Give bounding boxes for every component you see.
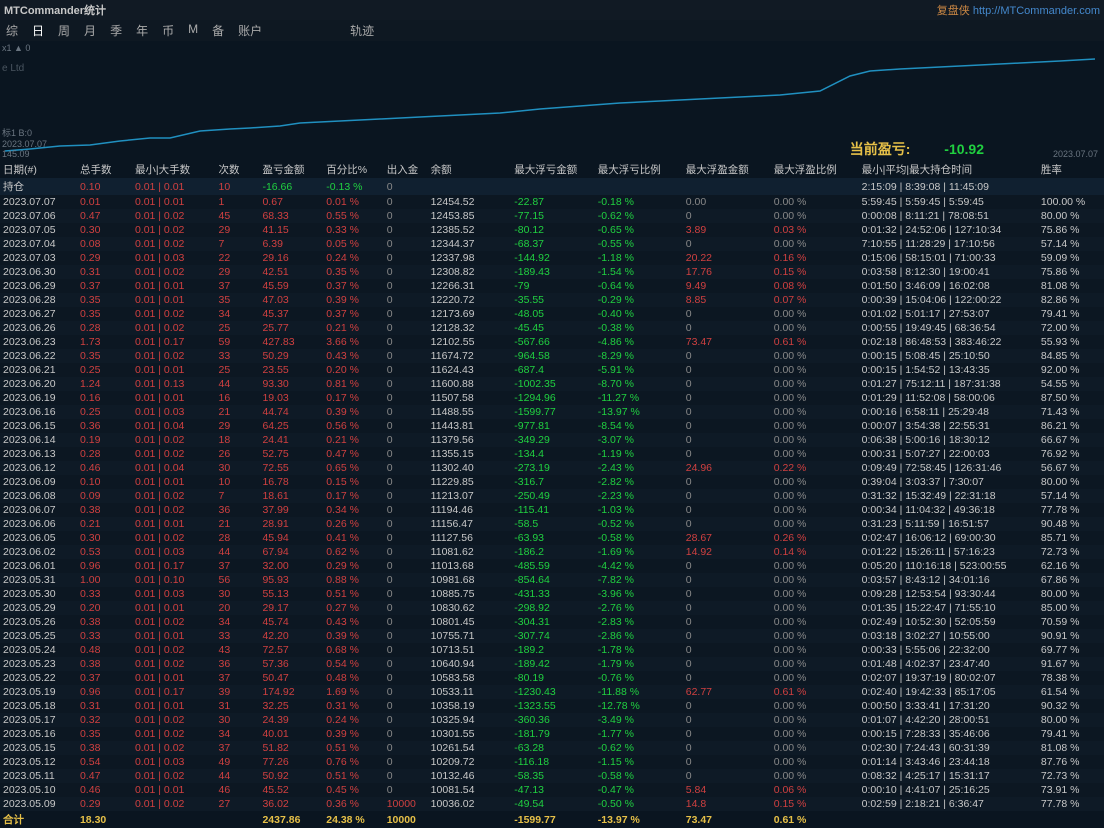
current-pnl: 当前盈亏: -10.92 — [850, 139, 984, 159]
chart-bottom-right: 2023.07.07 — [1053, 149, 1098, 159]
table-row[interactable]: 2023.06.270.350.01 | 0.023445.370.37 %01… — [0, 307, 1104, 321]
col-header: 最大浮盈金额 — [683, 161, 771, 178]
col-header: 最小|大手数 — [132, 161, 216, 178]
table-row[interactable]: 2023.05.300.330.01 | 0.033055.130.51 %01… — [0, 587, 1104, 601]
table-row[interactable]: 2023.06.290.370.01 | 0.013745.590.37 %01… — [0, 279, 1104, 293]
table-row[interactable]: 2023.05.250.330.01 | 0.013342.200.39 %01… — [0, 629, 1104, 643]
table-row[interactable]: 2023.05.180.310.01 | 0.013132.250.31 %01… — [0, 699, 1104, 713]
col-header: 最小|平均|最大持仓时间 — [859, 161, 1038, 178]
col-header: 次数 — [216, 161, 260, 178]
header: MTCommander统计 复盘侠 http://MTCommander.com — [0, 0, 1104, 20]
menu-item-季[interactable]: 季 — [110, 22, 122, 39]
table-row[interactable]: 2023.06.140.190.01 | 0.021824.410.21 %01… — [0, 433, 1104, 447]
table-header-row: 日期(#)总手数最小|大手数次数盈亏金额百分比%出入金余额最大浮亏金额最大浮亏比… — [0, 161, 1104, 178]
table-row[interactable]: 2023.05.240.480.01 | 0.024372.570.68 %01… — [0, 643, 1104, 657]
col-header: 日期(#) — [0, 161, 77, 178]
table-row[interactable]: 2023.06.050.300.01 | 0.022845.940.41 %01… — [0, 531, 1104, 545]
table-row[interactable]: 2023.06.280.350.01 | 0.013547.030.39 %01… — [0, 293, 1104, 307]
table-row[interactable]: 2023.05.090.290.01 | 0.022736.020.36 %10… — [0, 797, 1104, 811]
table-row[interactable]: 2023.05.220.370.01 | 0.013750.470.48 %01… — [0, 671, 1104, 685]
table-row[interactable]: 2023.06.210.250.01 | 0.012523.550.20 %01… — [0, 363, 1104, 377]
table-row[interactable]: 2023.07.050.300.01 | 0.022941.150.33 %01… — [0, 223, 1104, 237]
chart-left-label: e Ltd — [2, 63, 24, 74]
menu-item-trace[interactable]: 轨迹 — [350, 22, 374, 39]
col-header: 最大浮亏比例 — [595, 161, 683, 178]
table-row[interactable]: 2023.06.150.360.01 | 0.042964.250.56 %01… — [0, 419, 1104, 433]
col-header: 最大浮盈比例 — [771, 161, 859, 178]
chart-top-left: x1 ▲ 0 — [2, 43, 30, 53]
col-header: 盈亏金额 — [259, 161, 323, 178]
table-row[interactable]: 2023.05.150.380.01 | 0.023751.820.51 %01… — [0, 741, 1104, 755]
table-row[interactable]: 2023.05.311.000.01 | 0.105695.930.88 %01… — [0, 573, 1104, 587]
col-header: 胜率 — [1038, 161, 1104, 178]
position-row: 持仓0.100.01 | 0.0110-16.66-0.13 %02:15:09… — [0, 178, 1104, 195]
table-row[interactable]: 2023.06.190.160.01 | 0.011619.030.17 %01… — [0, 391, 1104, 405]
table-row[interactable]: 2023.05.170.320.01 | 0.023024.390.24 %01… — [0, 713, 1104, 727]
menu-item-综[interactable]: 综 — [6, 22, 18, 39]
table-row[interactable]: 2023.05.190.960.01 | 0.1739174.921.69 %0… — [0, 685, 1104, 699]
table-row[interactable]: 2023.06.080.090.01 | 0.02718.610.17 %011… — [0, 489, 1104, 503]
col-header: 出入金 — [384, 161, 428, 178]
table-row[interactable]: 2023.06.020.530.01 | 0.034467.940.62 %01… — [0, 545, 1104, 559]
table-row[interactable]: 2023.06.130.280.01 | 0.022652.750.47 %01… — [0, 447, 1104, 461]
table-row[interactable]: 2023.06.070.380.01 | 0.023637.990.34 %01… — [0, 503, 1104, 517]
table-row[interactable]: 2023.06.060.210.01 | 0.012128.910.26 %01… — [0, 517, 1104, 531]
table-row[interactable]: 2023.06.201.240.01 | 0.134493.300.81 %01… — [0, 377, 1104, 391]
col-header: 最大浮亏金额 — [511, 161, 595, 178]
table-row[interactable]: 2023.07.060.470.01 | 0.024568.330.55 %01… — [0, 209, 1104, 223]
stats-table: 日期(#)总手数最小|大手数次数盈亏金额百分比%出入金余额最大浮亏金额最大浮亏比… — [0, 161, 1104, 828]
table-row[interactable]: 2023.06.090.100.01 | 0.011016.780.15 %01… — [0, 475, 1104, 489]
menu-item-账户[interactable]: 账户 — [238, 22, 262, 39]
menu-item-周[interactable]: 周 — [58, 22, 70, 39]
menu-item-年[interactable]: 年 — [136, 22, 148, 39]
table-row[interactable]: 2023.06.160.250.01 | 0.032144.740.39 %01… — [0, 405, 1104, 419]
table-row[interactable]: 2023.06.120.460.01 | 0.043072.550.65 %01… — [0, 461, 1104, 475]
equity-chart: x1 ▲ 0 e Ltd 标1 B:0 2023.07.07 145.09 20… — [0, 41, 1104, 161]
header-link[interactable]: 复盘侠 http://MTCommander.com — [937, 2, 1100, 18]
table-row[interactable]: 2023.07.070.010.01 | 0.0110.670.01 %0124… — [0, 195, 1104, 209]
table-row[interactable]: 2023.06.220.350.01 | 0.023350.290.43 %01… — [0, 349, 1104, 363]
table-row[interactable]: 2023.06.260.280.01 | 0.022525.770.21 %01… — [0, 321, 1104, 335]
menu-item-日[interactable]: 日 — [32, 22, 44, 39]
table-row[interactable]: 2023.05.160.350.01 | 0.023440.010.39 %01… — [0, 727, 1104, 741]
table-row[interactable]: 2023.07.040.080.01 | 0.0276.390.05 %0123… — [0, 237, 1104, 251]
menubar: 综日周月季年币M备账户 轨迹 — [0, 20, 1104, 41]
menu-item-备[interactable]: 备 — [212, 22, 224, 39]
chart-bottom-left: 标1 B:0 2023.07.07 145.09 — [2, 126, 47, 159]
table-row[interactable]: 2023.05.120.540.01 | 0.034977.260.76 %01… — [0, 755, 1104, 769]
table-row[interactable]: 2023.05.230.380.01 | 0.023657.360.54 %01… — [0, 657, 1104, 671]
stats-table-wrap: 日期(#)总手数最小|大手数次数盈亏金额百分比%出入金余额最大浮亏金额最大浮亏比… — [0, 161, 1104, 828]
menu-item-M[interactable]: M — [188, 22, 198, 39]
col-header: 余额 — [428, 161, 512, 178]
table-row[interactable]: 2023.06.010.960.01 | 0.173732.000.29 %01… — [0, 559, 1104, 573]
table-row[interactable]: 2023.07.030.290.01 | 0.032229.160.24 %01… — [0, 251, 1104, 265]
col-header: 百分比% — [323, 161, 383, 178]
table-row[interactable]: 2023.05.290.200.01 | 0.012029.170.27 %01… — [0, 601, 1104, 615]
menu-item-币[interactable]: 币 — [162, 22, 174, 39]
table-row[interactable]: 2023.05.100.460.01 | 0.014645.520.45 %01… — [0, 783, 1104, 797]
table-row[interactable]: 2023.05.260.380.01 | 0.023445.740.43 %01… — [0, 615, 1104, 629]
app-title: MTCommander统计 — [4, 2, 106, 18]
table-row[interactable]: 2023.06.300.310.01 | 0.022942.510.35 %01… — [0, 265, 1104, 279]
col-header: 总手数 — [77, 161, 132, 178]
menu-item-月[interactable]: 月 — [84, 22, 96, 39]
table-row[interactable]: 2023.06.231.730.01 | 0.1759427.833.66 %0… — [0, 335, 1104, 349]
table-row[interactable]: 2023.05.110.470.01 | 0.024450.920.51 %01… — [0, 769, 1104, 783]
